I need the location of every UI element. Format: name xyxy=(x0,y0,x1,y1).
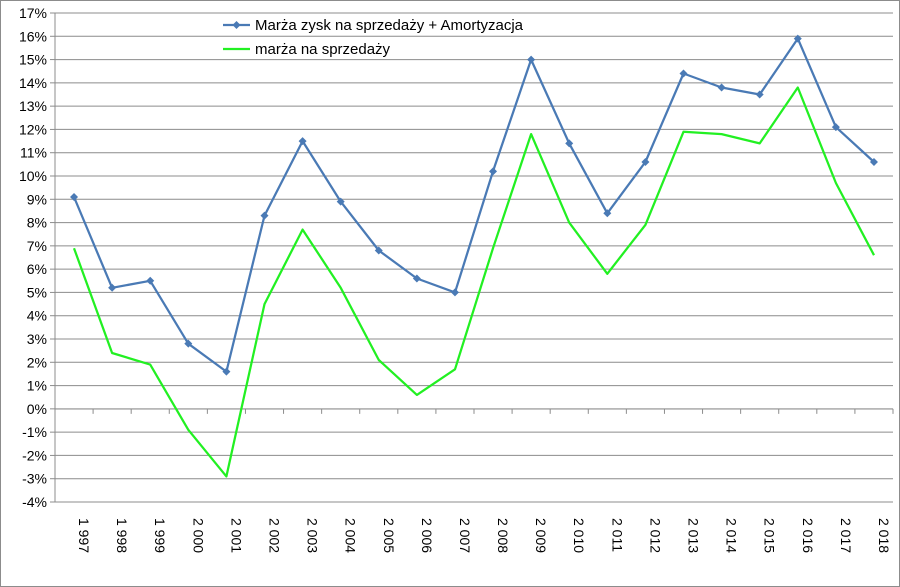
x-tick-label: 2 018 xyxy=(876,518,892,553)
x-tick-label: 2 010 xyxy=(571,518,587,553)
y-tick-labels: -4% -3% -2% -1% 0% 1% 2% 3% 4% 5% 6% 7% 8% 9% 10% 11% 12… xyxy=(19,5,47,510)
series-0-point xyxy=(489,167,498,176)
x-tick-label: 2 008 xyxy=(495,518,511,553)
series-0-point xyxy=(793,34,802,43)
y-tick-label: 14% xyxy=(19,75,47,91)
series-0-point xyxy=(831,123,840,132)
x-tick-label: 2 015 xyxy=(762,518,778,553)
y-tick-label: -4% xyxy=(22,494,47,510)
series-0-point xyxy=(717,83,726,92)
x-tick-label: 2 005 xyxy=(381,518,397,553)
y-tick-label: 7% xyxy=(27,238,47,254)
series-0-point xyxy=(222,367,231,376)
x-tick-label: 2 013 xyxy=(686,518,702,553)
legend-label-1: marża na sprzedaży xyxy=(255,41,391,58)
y-tick-label: 4% xyxy=(27,308,47,324)
x-tick-label: 2 006 xyxy=(419,518,435,553)
x-tick-label: 2 012 xyxy=(647,518,663,553)
x-tick-label: 2 001 xyxy=(228,518,244,553)
series-0-point xyxy=(679,69,688,78)
series-line-1 xyxy=(72,86,875,478)
series-0-point xyxy=(336,197,345,206)
y-tick-label: 2% xyxy=(27,354,47,370)
y-tick-label: 17% xyxy=(19,5,47,21)
y-tick-label: 1% xyxy=(27,378,47,394)
y-tick-label: 5% xyxy=(27,284,47,300)
series-0-point xyxy=(298,137,307,146)
legend-marker-0 xyxy=(232,21,241,29)
series-0-point xyxy=(603,209,612,218)
y-tick-label: 13% xyxy=(19,98,47,114)
x-tick-label: 2 009 xyxy=(533,518,549,553)
x-tick-label: 2 007 xyxy=(457,518,473,553)
axes xyxy=(54,13,893,502)
y-tick-label: 15% xyxy=(19,52,47,68)
series-0-point xyxy=(70,192,79,201)
x-tick-label: 2 014 xyxy=(724,518,740,553)
series-0-point xyxy=(641,158,650,167)
x-tick-label: 2 016 xyxy=(800,518,816,553)
series-0-point xyxy=(869,158,878,167)
x-tick-label: 1 997 xyxy=(76,518,92,553)
x-tick-label: 2 000 xyxy=(190,518,206,553)
x-tick-label: 2 002 xyxy=(267,518,283,553)
x-tick-labels: 1 997 1 998 1 999 2 000 2 001 2 002 2 003 2 004… xyxy=(76,518,892,553)
x-tick-label: 1 999 xyxy=(152,518,168,553)
x-tick-label: 2 017 xyxy=(838,518,854,553)
x-tick-label: 2 011 xyxy=(609,518,625,552)
legend-label-0: Marża zysk na sprzedaży + Amortyzacja xyxy=(255,17,524,34)
y-tick-label: 6% xyxy=(27,261,47,277)
y-tick-label: -3% xyxy=(22,471,47,487)
series-group xyxy=(70,34,878,478)
series-0-point xyxy=(184,339,193,348)
series-0-point xyxy=(108,283,117,292)
y-tick-label: 0% xyxy=(27,401,47,417)
y-tick-label: 16% xyxy=(19,28,47,44)
series-line-0 xyxy=(72,37,875,373)
series-0-point xyxy=(450,288,459,297)
series-0-point xyxy=(412,274,421,283)
y-tick-label: 11% xyxy=(20,145,47,161)
x-tick-label: 1 998 xyxy=(114,518,130,553)
y-tick-label: -2% xyxy=(22,447,47,463)
y-tick-label: 8% xyxy=(27,215,47,231)
series-0-point xyxy=(374,246,383,255)
y-tick-label: 9% xyxy=(27,191,47,207)
legend: Marża zysk na sprzedaży + Amortyzacja mar… xyxy=(223,17,524,58)
x-tick-label: 2 003 xyxy=(305,518,321,553)
series-0-point xyxy=(260,211,269,220)
series-0-point xyxy=(146,276,155,285)
y-tick-label: 3% xyxy=(27,331,47,347)
x-tick-label: 2 004 xyxy=(343,518,359,553)
y-tick-label: 12% xyxy=(19,121,47,137)
series-0-point xyxy=(565,139,574,148)
series-0-point xyxy=(755,90,764,99)
series-0-point xyxy=(527,55,536,64)
y-tick-label: -1% xyxy=(22,424,47,440)
y-tick-label: 10% xyxy=(19,168,47,184)
